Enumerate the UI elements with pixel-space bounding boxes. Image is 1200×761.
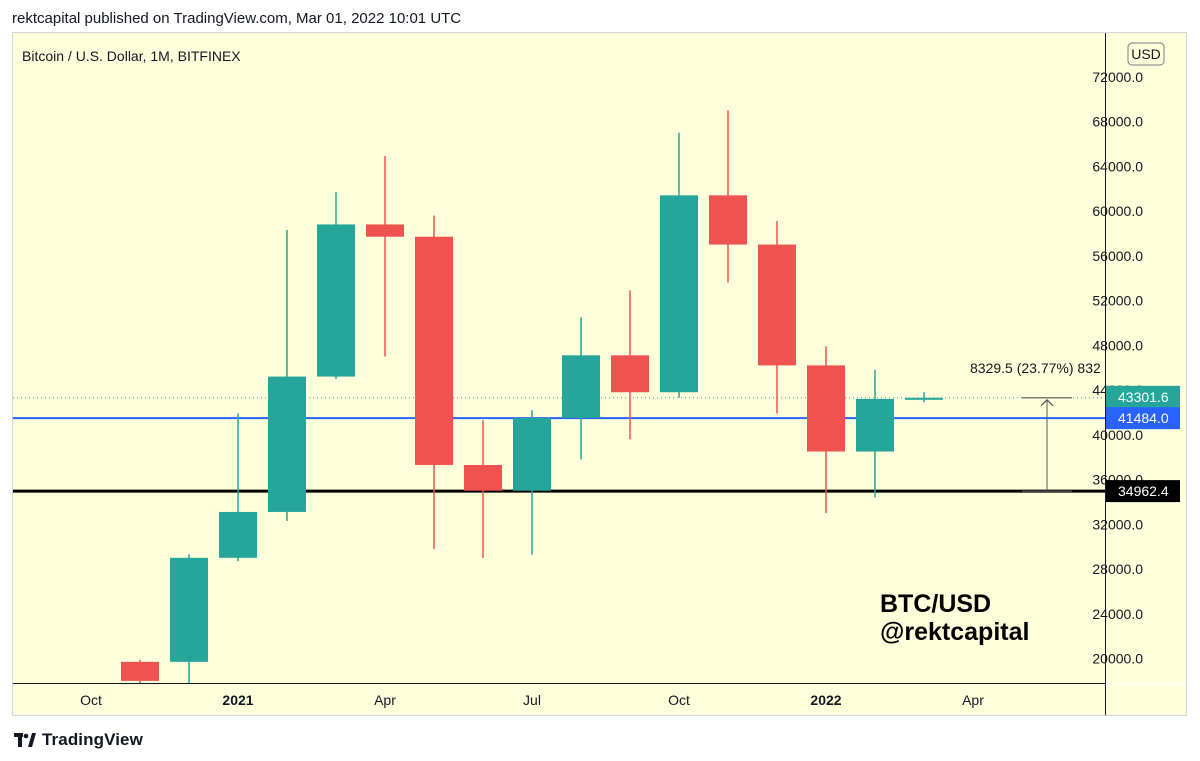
candle [513, 410, 551, 555]
candle-body [170, 557, 208, 662]
candle [807, 346, 845, 514]
candle-body [709, 195, 747, 245]
candle [268, 230, 306, 521]
last-price-value: 43301.6 [1118, 389, 1169, 405]
candle [562, 317, 600, 460]
footer: TradingView [14, 730, 143, 750]
candle-body [611, 355, 649, 393]
chart-frame [12, 32, 1187, 716]
chart-title: Bitcoin / U.S. Dollar, 1M, BITFINEX [22, 48, 241, 64]
time-axis-ticks: Oct 2021 Apr Jul Oct 2022 Apr [80, 692, 984, 708]
support-price-value: 34962.4 [1118, 483, 1169, 499]
tradingview-logo-icon [14, 733, 36, 747]
price-axis-background [1106, 33, 1186, 683]
candle-body [219, 511, 257, 558]
y-tick-label: 48000.0 [1092, 337, 1143, 353]
candle-body [562, 355, 600, 418]
y-tick-label: 68000.0 [1092, 114, 1143, 130]
publish-line: rektcapital published on TradingView.com… [12, 10, 462, 27]
x-tick-label: 2021 [222, 692, 253, 708]
x-tick-label: Apr [962, 692, 984, 708]
time-axis-background [13, 684, 1186, 715]
candle [121, 659, 159, 683]
y-tick-label: 60000.0 [1092, 203, 1143, 219]
candle [317, 191, 355, 379]
candle [856, 369, 894, 498]
candle [464, 420, 502, 558]
horizontal-levels [13, 397, 1105, 493]
x-tick-label: Apr [374, 692, 396, 708]
y-tick-label: 32000.0 [1092, 516, 1143, 532]
candle [709, 110, 747, 283]
y-tick-label: 72000.0 [1092, 69, 1143, 85]
y-tick-label: 40000.0 [1092, 427, 1143, 443]
watermark-pair: BTC/USD [880, 590, 991, 618]
candle-body [464, 464, 502, 491]
measure-arrow-icon [1040, 398, 1054, 407]
candle [611, 290, 649, 440]
candle [366, 156, 404, 357]
candle-body [366, 224, 404, 237]
candle [415, 215, 453, 549]
candle-body [268, 376, 306, 512]
y-tick-label: 28000.0 [1092, 561, 1143, 577]
candle-body [856, 398, 894, 452]
support-price-label: 34962.4 [1106, 480, 1180, 503]
x-tick-label: 2022 [810, 692, 841, 708]
resistance-price-label: 41484.0 [1106, 407, 1180, 430]
y-tick-label: 24000.0 [1092, 606, 1143, 622]
candle [219, 413, 257, 562]
candle-body [415, 236, 453, 465]
x-tick-label: Jul [523, 692, 541, 708]
x-tick-label: Oct [668, 692, 690, 708]
resistance-price-value: 41484.0 [1118, 410, 1169, 426]
candle-body [758, 244, 796, 366]
candles [121, 110, 943, 683]
price-range-tool[interactable]: 8329.5 (23.77%) 832 [970, 360, 1101, 492]
usd-badge[interactable]: USD [1127, 42, 1165, 66]
usd-badge-label: USD [1131, 46, 1161, 62]
candle-body [905, 397, 943, 400]
measure-label: 8329.5 (23.77%) 832 [970, 360, 1101, 376]
x-tick-label: Oct [80, 692, 102, 708]
candle-body [317, 224, 355, 377]
footer-brand: TradingView [42, 730, 143, 749]
candle-body [121, 661, 159, 681]
candle [758, 221, 796, 414]
candle [170, 554, 208, 683]
candle-body [807, 365, 845, 452]
candle-body [513, 417, 551, 491]
y-tick-label: 52000.0 [1092, 293, 1143, 309]
y-tick-label: 20000.0 [1092, 651, 1143, 667]
watermark-handle: @rektcapital [880, 618, 1029, 646]
candle [905, 392, 943, 403]
y-tick-label: 56000.0 [1092, 248, 1143, 264]
candle-body [660, 195, 698, 393]
y-tick-label: 64000.0 [1092, 158, 1143, 174]
candle [660, 132, 698, 398]
